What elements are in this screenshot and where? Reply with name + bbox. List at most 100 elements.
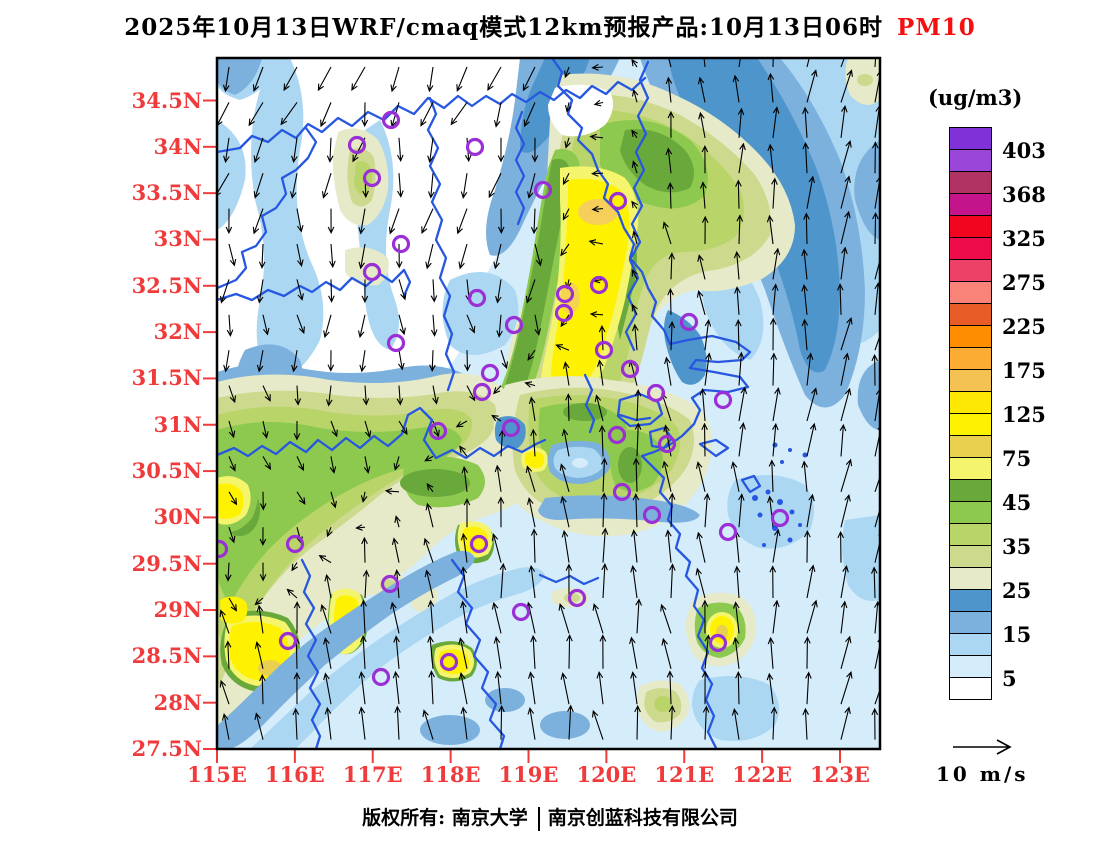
- wind-arrow: [631, 160, 639, 174]
- wind-arrow: [296, 279, 304, 301]
- wind-arrow: [665, 147, 673, 174]
- wind-arrow: [455, 420, 468, 428]
- wind-arrow: [358, 208, 366, 235]
- wind-arrow: [767, 143, 774, 174]
- wind-arrow: [802, 707, 809, 740]
- wind-arrow: [425, 502, 434, 528]
- wind-arrow: [771, 283, 779, 315]
- station-marker: [472, 382, 492, 402]
- colorbar-swatch: [949, 435, 992, 458]
- wind-arrow: [766, 672, 774, 705]
- wind-arrow: [491, 601, 502, 634]
- wind-arrow: [695, 567, 706, 599]
- wind-arrow: [564, 102, 572, 113]
- wind-arrow: [427, 137, 434, 164]
- wind-arrow: [840, 671, 853, 705]
- wind-arrow: [294, 385, 302, 406]
- lat-axis-label: 31.5N: [131, 365, 202, 391]
- lon-axis-label: 121E: [654, 762, 715, 787]
- station-marker: [708, 633, 728, 653]
- wind-arrow: [772, 599, 780, 634]
- wind-arrow: [460, 706, 468, 740]
- wind-arrow: [806, 422, 817, 457]
- wind-arrow: [731, 708, 740, 740]
- wind-arrow: [837, 530, 844, 563]
- wind-arrow: [874, 475, 880, 492]
- station-marker: [718, 522, 738, 542]
- wind-arrow: [360, 634, 367, 669]
- wind-arrow: [320, 102, 332, 128]
- station-marker: [607, 425, 627, 445]
- footer-right: 南京创蓝科技有限公司: [547, 807, 738, 829]
- wind-arrow: [698, 111, 706, 138]
- wind-arrow: [252, 208, 264, 235]
- wind-arrow: [388, 208, 400, 235]
- wind-arrow: [323, 637, 332, 669]
- wind-arrow: [871, 353, 878, 386]
- colorbar-swatch: [949, 479, 992, 502]
- wind-arrow: [361, 102, 369, 128]
- wind-arrow: [326, 526, 333, 538]
- wind-arrow: [259, 491, 267, 511]
- lat-axis-label: 27.5N: [131, 736, 202, 761]
- station-marker: [381, 110, 401, 130]
- wind-arrow: [631, 200, 638, 209]
- wind-arrow: [499, 562, 507, 599]
- wind-arrow: [738, 386, 748, 422]
- wind-arrow: [594, 394, 604, 422]
- wind-arrow: [458, 637, 468, 669]
- colorbar-label: 175: [1002, 358, 1046, 383]
- wind-arrow: [840, 706, 851, 740]
- wind-arrow: [738, 422, 746, 457]
- wind-arrow: [735, 179, 742, 209]
- station-marker: [589, 275, 609, 295]
- wind-arrow: [697, 254, 706, 280]
- wind-arrow: [525, 279, 536, 304]
- wind-arrow: [220, 279, 230, 304]
- wind-arrow: [601, 527, 609, 563]
- wind-arrow: [360, 491, 368, 503]
- lat-axis-label: 28.5N: [131, 643, 202, 669]
- wind-arrow: [874, 688, 880, 705]
- colorbar-label: 45: [1002, 490, 1032, 515]
- wind-arrow: [662, 460, 672, 492]
- colorbar-swatch: [949, 391, 992, 414]
- wind-arrow: [732, 74, 740, 103]
- wind-arrow: [592, 603, 604, 634]
- station-marker: [679, 312, 699, 332]
- wind-arrow: [668, 58, 672, 68]
- wind-arrow: [296, 314, 305, 335]
- wind-arrow: [421, 208, 434, 235]
- wind-arrow: [262, 314, 270, 336]
- wind-arrow: [874, 333, 880, 351]
- wind-arrow: [450, 102, 468, 126]
- station-marker: [567, 588, 587, 608]
- wind-arrow: [701, 215, 709, 245]
- wind-arrow: [351, 66, 366, 92]
- station-marker: [657, 434, 677, 454]
- wind-arrow: [771, 177, 778, 209]
- wind-arrow: [318, 555, 332, 564]
- colorbar-label: 125: [1002, 402, 1046, 427]
- colorbar-label: 325: [1002, 226, 1046, 251]
- wind-arrow: [631, 88, 639, 103]
- wind-arrow: [228, 527, 236, 544]
- wind-arrow: [600, 492, 608, 528]
- lon-axis-label: 119E: [498, 762, 559, 787]
- wind-arrow: [840, 210, 851, 245]
- wind-arrow: [591, 170, 604, 177]
- station-marker: [608, 191, 628, 211]
- station-marker: [467, 288, 487, 308]
- wind-arrow: [491, 533, 502, 563]
- wind-arrow: [591, 709, 604, 740]
- wind-arrow: [361, 536, 368, 563]
- station-marker: [594, 340, 614, 360]
- wind-arrow: [223, 350, 230, 373]
- lat-axis-label: 29N: [153, 597, 202, 623]
- wind-arrow: [534, 243, 543, 267]
- wind-arrow: [390, 66, 400, 93]
- colorbar-swatch: [949, 369, 992, 392]
- wind-arrow: [836, 283, 844, 315]
- wind-arrow: [253, 173, 264, 199]
